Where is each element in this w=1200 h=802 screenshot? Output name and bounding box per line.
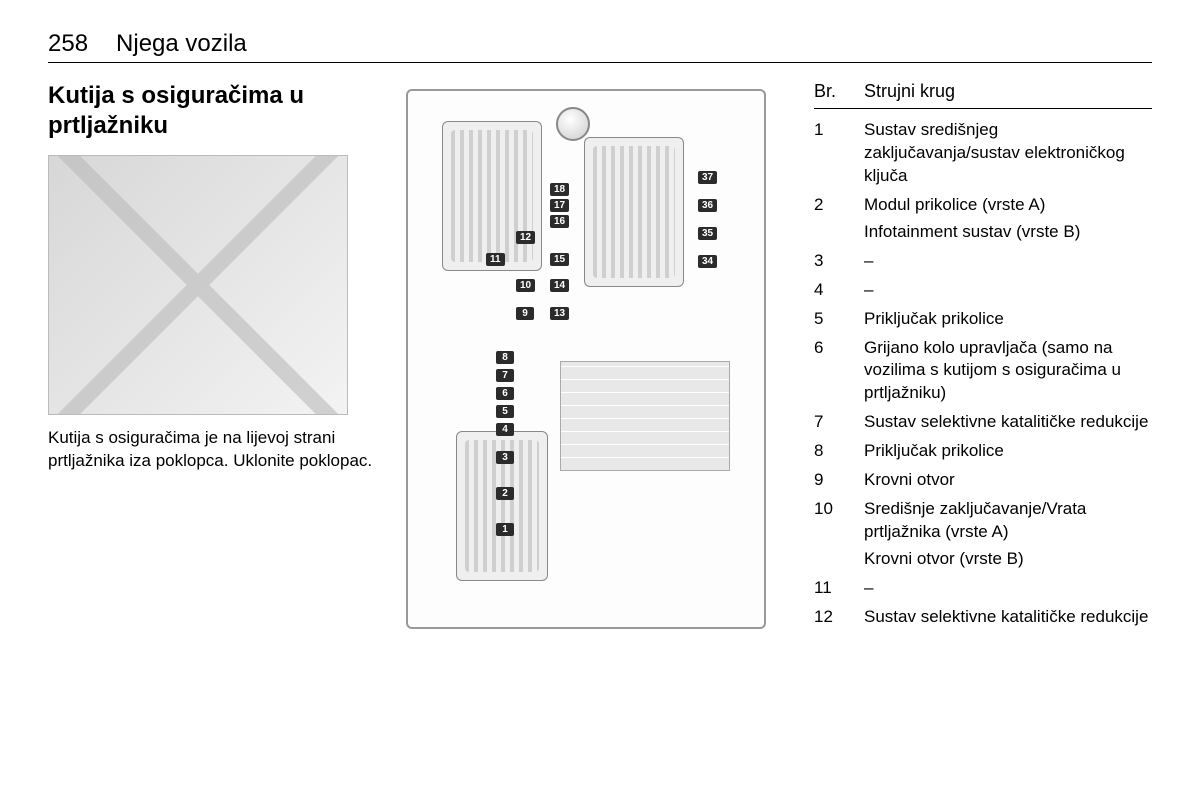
page-header: 258 Njega vozila bbox=[48, 30, 1152, 63]
fuse-row-desc: Priključak prikolice bbox=[864, 440, 1152, 463]
fuse-number-label: 37 bbox=[698, 171, 717, 184]
fuse-number-label: 17 bbox=[550, 199, 569, 212]
fuse-row-desc: Sustav selektivne katalitičke redukcije bbox=[864, 606, 1152, 629]
fuse-row-number: 3 bbox=[814, 250, 854, 273]
fuse-row-desc-line: Infotainment sustav (vrste B) bbox=[864, 221, 1152, 244]
fuse-table-row: 3– bbox=[814, 250, 1152, 273]
fuse-number-label: 5 bbox=[496, 405, 514, 418]
fuse-row-desc: – bbox=[864, 250, 1152, 273]
trunk-fusebox-photo bbox=[48, 155, 348, 415]
fuse-table-row: 5 Priključak prikolice bbox=[814, 308, 1152, 331]
fuse-table-row: 10 Središnje zaključavanje/Vrata prtljažn… bbox=[814, 498, 1152, 571]
fusebox-diagram: 18 17 16 12 11 15 10 14 9 13 37 36 35 34 8 7 6 5 4 3 2 1 bbox=[406, 89, 766, 629]
fuse-row-number: 9 bbox=[814, 469, 854, 492]
fuse-row-desc-line: Priključak prikolice bbox=[864, 309, 1004, 328]
fuse-row-number: 6 bbox=[814, 337, 854, 360]
column-middle: 18 17 16 12 11 15 10 14 9 13 37 36 35 34 8 7 6 5 4 3 2 1 bbox=[406, 81, 786, 629]
micro-fuse-grid bbox=[560, 361, 730, 471]
fuse-row-desc-line: Grijano kolo upravljača (samo na vozilim… bbox=[864, 338, 1121, 403]
table-head-desc: Strujni krug bbox=[864, 81, 1152, 102]
fuse-row-number: 12 bbox=[814, 606, 854, 629]
fuse-number-label: 11 bbox=[486, 253, 505, 266]
fuse-table-row: 2 Modul prikolice (vrste A) Infotainment s… bbox=[814, 194, 1152, 244]
fuse-row-desc-line: Modul prikolice (vrste A) bbox=[864, 195, 1045, 214]
fuse-number-label: 4 bbox=[496, 423, 514, 436]
fuse-table-row: 7 Sustav selektivne katalitičke redukcije bbox=[814, 411, 1152, 434]
fuse-table-row: 6 Grijano kolo upravljača (samo na vozili… bbox=[814, 337, 1152, 406]
fuse-number-label: 18 bbox=[550, 183, 569, 196]
fuse-table-row: 9 Krovni otvor bbox=[814, 469, 1152, 492]
fuse-row-number: 10 bbox=[814, 498, 854, 521]
table-head-number: Br. bbox=[814, 81, 854, 102]
fuse-number-label: 7 bbox=[496, 369, 514, 382]
column-right: Br. Strujni krug 1 Sustav središnjeg zakl… bbox=[814, 81, 1152, 629]
fuse-number-label: 34 bbox=[698, 255, 717, 268]
chapter-title: Njega vozila bbox=[116, 30, 247, 58]
fuse-row-number: 5 bbox=[814, 308, 854, 331]
fuse-table-row: 11– bbox=[814, 577, 1152, 600]
fuse-row-desc: Središnje zaključavanje/Vrata prtljažnik… bbox=[864, 498, 1152, 571]
fuse-table-row: 8 Priključak prikolice bbox=[814, 440, 1152, 463]
fuse-row-desc-line: Sustav selektivne katalitičke redukcije bbox=[864, 412, 1148, 431]
fuse-table-row: 1 Sustav središnjeg zaključavanja/sustav … bbox=[814, 119, 1152, 188]
section-caption: Kutija s osiguračima je na lijevoj stran… bbox=[48, 427, 378, 473]
fuse-number-label: 8 bbox=[496, 351, 514, 364]
fuse-row-desc-line: Središnje zaključavanje/Vrata prtljažnik… bbox=[864, 499, 1086, 541]
fuse-row-desc-line: – bbox=[864, 251, 873, 270]
fuse-table-row: 4– bbox=[814, 279, 1152, 302]
fuse-number-label: 14 bbox=[550, 279, 569, 292]
fuse-table-body: 1 Sustav središnjeg zaključavanja/sustav … bbox=[814, 119, 1152, 629]
fuse-row-desc: Krovni otvor bbox=[864, 469, 1152, 492]
fuse-row-desc-line: Sustav središnjeg zaključavanja/sustav e… bbox=[864, 120, 1125, 185]
section-title: Kutija s osiguračima u prtljažniku bbox=[48, 81, 378, 141]
fuse-row-number: 11 bbox=[814, 577, 854, 600]
fuse-row-number: 2 bbox=[814, 194, 854, 217]
fuse-row-desc-line: – bbox=[864, 578, 873, 597]
fuse-row-number: 8 bbox=[814, 440, 854, 463]
fuse-row-desc-line: Krovni otvor bbox=[864, 470, 955, 489]
fuse-row-desc: Modul prikolice (vrste A) Infotainment su… bbox=[864, 194, 1152, 244]
fuse-row-number: 1 bbox=[814, 119, 854, 142]
fuse-number-label: 36 bbox=[698, 199, 717, 212]
fuse-row-desc: Sustav selektivne katalitičke redukcije bbox=[864, 411, 1152, 434]
fuse-number-label: 12 bbox=[516, 231, 535, 244]
fuse-number-label: 6 bbox=[496, 387, 514, 400]
fuse-number-label: 10 bbox=[516, 279, 535, 292]
fuse-row-desc-line: – bbox=[864, 280, 873, 299]
fuse-number-label: 13 bbox=[550, 307, 569, 320]
relay-block bbox=[442, 121, 542, 271]
column-left: Kutija s osiguračima u prtljažniku Kutij… bbox=[48, 81, 378, 629]
round-cap bbox=[556, 107, 590, 141]
fuse-row-desc-line: Priključak prikolice bbox=[864, 441, 1004, 460]
relay-block bbox=[584, 137, 684, 287]
fuse-row-desc: Priključak prikolice bbox=[864, 308, 1152, 331]
fuse-row-desc: Sustav središnjeg zaključavanja/sustav e… bbox=[864, 119, 1152, 188]
fuse-row-desc-line: Sustav selektivne katalitičke redukcije bbox=[864, 607, 1148, 626]
fuse-number-label: 16 bbox=[550, 215, 569, 228]
fuse-row-number: 7 bbox=[814, 411, 854, 434]
fuse-number-label: 2 bbox=[496, 487, 514, 500]
fuse-number-label: 1 bbox=[496, 523, 514, 536]
fuse-table-row: 12 Sustav selektivne katalitičke redukcij… bbox=[814, 606, 1152, 629]
page-number: 258 bbox=[48, 30, 88, 58]
fuse-number-label: 15 bbox=[550, 253, 569, 266]
fuse-number-label: 3 bbox=[496, 451, 514, 464]
fuse-number-label: 9 bbox=[516, 307, 534, 320]
fuse-row-number: 4 bbox=[814, 279, 854, 302]
content-columns: Kutija s osiguračima u prtljažniku Kutij… bbox=[48, 81, 1152, 629]
fuse-row-desc: – bbox=[864, 577, 1152, 600]
fuse-row-desc: – bbox=[864, 279, 1152, 302]
fuse-row-desc-line: Krovni otvor (vrste B) bbox=[864, 548, 1152, 571]
fuse-table-header: Br. Strujni krug bbox=[814, 81, 1152, 109]
fuse-number-label: 35 bbox=[698, 227, 717, 240]
fuse-row-desc: Grijano kolo upravljača (samo na vozilim… bbox=[864, 337, 1152, 406]
